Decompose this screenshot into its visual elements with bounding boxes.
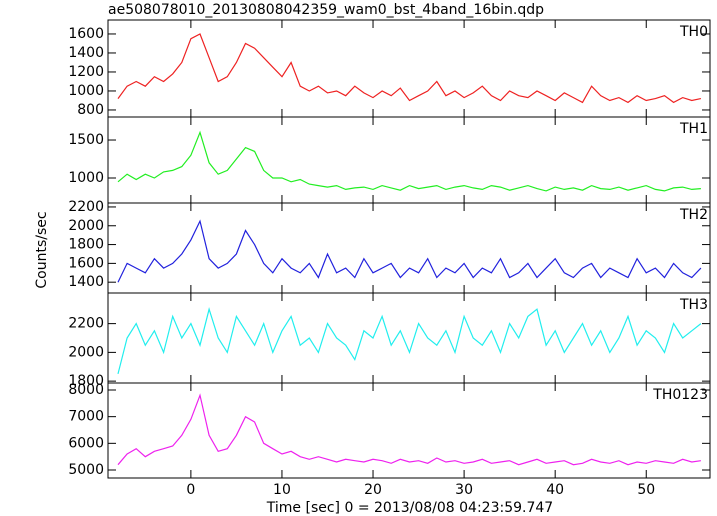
y-tick-label: 1500 [68, 132, 104, 148]
x-tick-label: 40 [546, 482, 564, 498]
plot-area [117, 393, 701, 466]
panel-label: TH0 [679, 24, 708, 40]
panel-frame [107, 202, 711, 294]
y-tick-label: 8000 [68, 382, 104, 398]
panel-frame [107, 382, 711, 479]
panel-frame [107, 116, 711, 204]
x-tick-label: 10 [273, 482, 291, 498]
data-line [117, 33, 702, 104]
x-axis-label: Time [sec] 0 = 2013/08/08 04:23:59.747 [266, 500, 553, 516]
x-tick-label: 50 [637, 482, 655, 498]
y-tick-label: 1800 [68, 373, 104, 389]
y-tick-label: 1000 [68, 83, 104, 99]
y-axis-label: Counts/sec [34, 211, 50, 288]
x-tick-label: 0 [186, 482, 195, 498]
y-tick-label: 1000 [68, 170, 104, 186]
plot-area [117, 307, 702, 375]
x-tick-label: 30 [455, 482, 473, 498]
panel-frame [107, 292, 711, 384]
y-tick-label: 1600 [68, 255, 104, 271]
y-tick-label: 6000 [68, 435, 104, 451]
y-tick-label: 1600 [68, 26, 104, 42]
plot-area [117, 33, 702, 104]
y-tick-label: 1200 [68, 64, 104, 80]
panel-label: TH0123 [652, 387, 708, 403]
y-tick-label: 1800 [68, 237, 104, 253]
y-tick-label: 5000 [68, 462, 104, 478]
y-tick-label: 2000 [68, 218, 104, 234]
panel-label: TH2 [679, 207, 708, 223]
y-tick-label: 2200 [68, 199, 104, 215]
plot-area [117, 219, 702, 283]
y-tick-label: 1400 [68, 274, 104, 290]
data-line [117, 307, 702, 375]
plot-area [117, 130, 701, 192]
chart-title: ae508078010_20130808042359_wam0_bst_4ban… [108, 2, 544, 18]
data-line [117, 219, 702, 283]
panel-label: TH3 [679, 297, 708, 313]
panel-label: TH1 [679, 121, 708, 137]
y-tick-label: 7000 [68, 409, 104, 425]
y-tick-label: 2200 [68, 316, 104, 332]
x-tick-label: 20 [364, 482, 382, 498]
y-tick-label: 2000 [68, 344, 104, 360]
y-tick-label: 800 [77, 102, 104, 118]
data-line [117, 393, 701, 466]
data-line [117, 130, 701, 192]
y-tick-label: 1400 [68, 45, 104, 61]
